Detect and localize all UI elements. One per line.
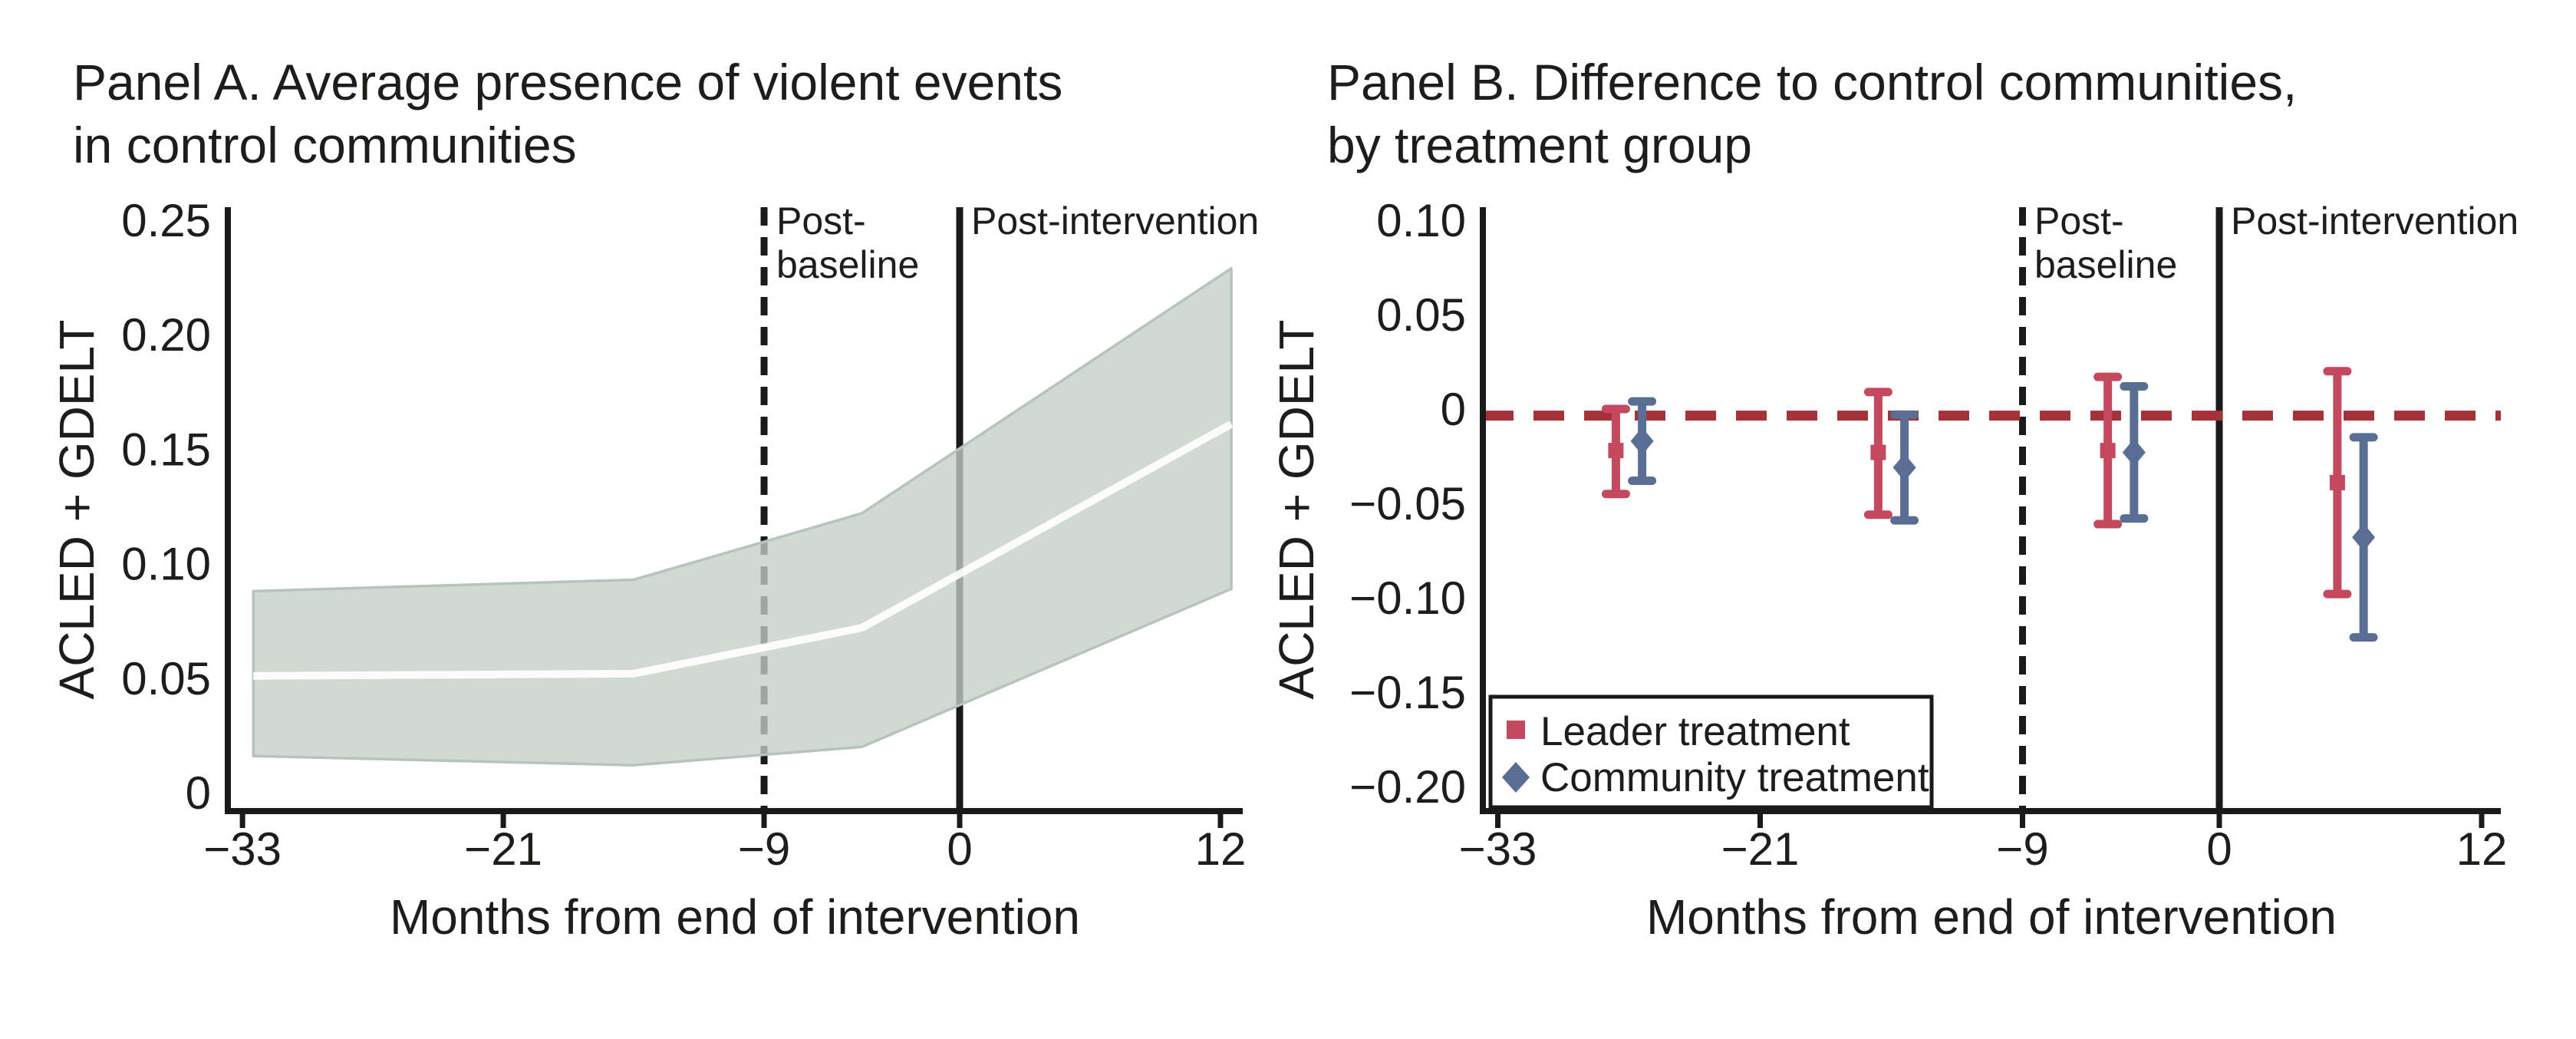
y-tick-label: 0.20	[121, 309, 211, 361]
point-marker-square	[1608, 443, 1624, 459]
legend	[1488, 694, 1934, 810]
x-tick-label: 0	[947, 823, 972, 875]
legend-marker-diamond	[1502, 762, 1530, 793]
panel-a-title-line1: Panel A. Average presence of violent eve…	[73, 54, 1062, 110]
point-marker-square	[2329, 474, 2345, 490]
x-tick-label: −9	[738, 823, 790, 875]
x-tick-label: −9	[1996, 823, 2048, 875]
y-tick-label: 0.15	[121, 424, 211, 475]
x-tick-label: 0	[2206, 823, 2232, 875]
errorbar-community-1	[1890, 410, 1919, 525]
x-tick-label: 12	[1195, 823, 1247, 875]
errorbar-leader-1	[1863, 388, 1892, 520]
panel-b-post-baseline-label-line2: baseline	[2034, 243, 2177, 286]
panel-b-title-line2: by treatment group	[1327, 117, 1752, 173]
errorbar-leader-3	[2323, 367, 2352, 599]
errorbar-leader-0	[1601, 404, 1630, 499]
text-layer: Panel A. Average presence of violent eve…	[49, 54, 2518, 945]
legend-box	[1488, 694, 1934, 810]
errorbar-leader-2	[2093, 372, 2123, 529]
y-tick-label: 0.10	[1376, 195, 1466, 246]
legend-marker-square	[1507, 721, 1525, 739]
point-marker-diamond	[1630, 427, 1654, 455]
panel-b-marks: −33 −21 −9 0 12 0.10 0.05 0 −0.05 −0.10 −0.15 −0.20	[1349, 195, 2507, 875]
point-marker-square	[1870, 444, 1886, 460]
y-tick-label: −0.20	[1349, 761, 1466, 813]
point-marker-square	[2100, 443, 2116, 459]
y-tick-label: 0.05	[121, 653, 211, 704]
panel-a-title-line2: in control communities	[73, 117, 577, 173]
point-marker-diamond	[1892, 454, 1916, 482]
confidence-band	[252, 266, 1233, 767]
panel-a-post-baseline-label-line1: Post-	[776, 200, 866, 242]
legend-label-leader: Leader treatment	[1540, 709, 1850, 754]
panel-a-post-baseline-label-line2: baseline	[776, 243, 919, 286]
legend-label-community: Community treatment	[1540, 755, 1929, 800]
x-tick-label: −33	[1459, 823, 1537, 875]
y-tick-label: 0	[186, 767, 211, 819]
y-tick-label: 0.10	[121, 539, 211, 590]
x-tick-label: 12	[2456, 823, 2508, 875]
x-tick-label: −21	[464, 823, 542, 875]
panel-b-ylabel: ACLED + GDELT	[1269, 320, 1324, 700]
mean-line	[253, 421, 1234, 680]
errorbar-community-0	[1628, 397, 1657, 485]
errorbar-community-2	[2120, 381, 2149, 523]
x-tick-label: −33	[203, 823, 282, 875]
x-tick-label: −21	[1721, 823, 1800, 875]
panel-b-title-line1: Panel B. Difference to control communiti…	[1327, 54, 2297, 110]
panel-b-post-intervention-label: Post-intervention	[2231, 200, 2518, 242]
y-tick-label: −0.05	[1349, 478, 1466, 529]
y-tick-label: 0.25	[121, 195, 211, 246]
panel-b-post-baseline-label-line1: Post-	[2034, 200, 2124, 242]
panel-a-post-intervention-label: Post-intervention	[971, 200, 1259, 242]
point-marker-diamond	[2352, 523, 2376, 552]
panel-a-marks: −33 −21 −9 0 12 0.25 0.20 0.15 0.10 0.05 0	[121, 195, 1246, 875]
panel-b-xlabel: Months from end of intervention	[1646, 889, 2337, 945]
y-tick-label: −0.15	[1349, 667, 1466, 718]
y-tick-label: −0.10	[1349, 572, 1466, 624]
panel-a-ylabel: ACLED + GDELT	[49, 320, 104, 700]
panel-a-xlabel: Months from end of intervention	[390, 889, 1080, 945]
y-tick-label: 0.05	[1376, 289, 1466, 341]
point-marker-diamond	[2122, 438, 2146, 467]
errorbar-community-3	[2349, 433, 2378, 642]
y-tick-label: 0	[1441, 384, 1466, 435]
